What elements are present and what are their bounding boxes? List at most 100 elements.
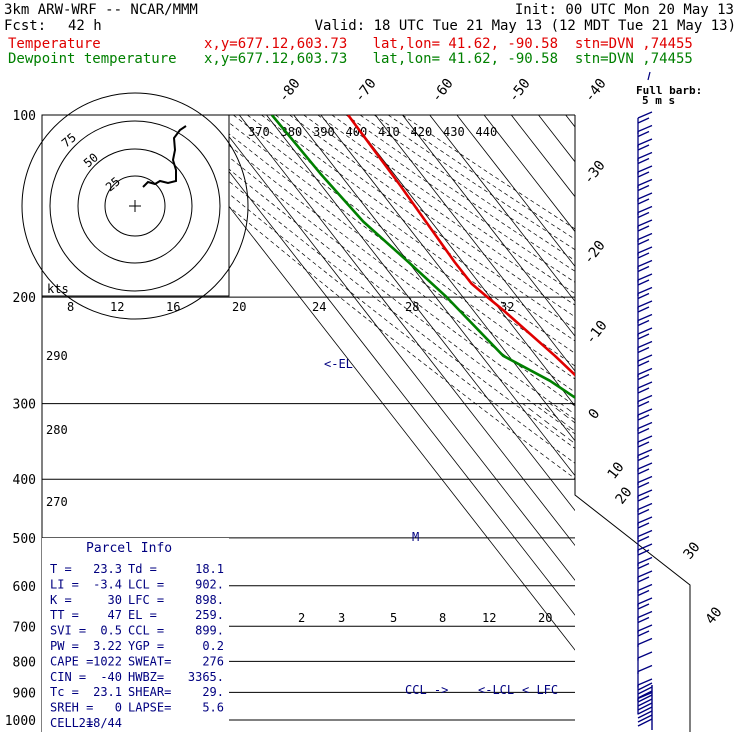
- pressure-label: 100: [13, 109, 36, 124]
- isotherm-label: -40: [582, 76, 610, 106]
- isotherm-label: 20: [613, 484, 636, 507]
- isotherm-line: [374, 115, 575, 372]
- isotherm-line: [266, 115, 575, 512]
- pressure-label: 400: [13, 473, 36, 488]
- hodograph-trace: [142, 125, 187, 188]
- pressure-label: 600: [13, 580, 36, 595]
- valid-time: Valid: 18 UTC Tue 21 May 13 (12 MDT Tue …: [314, 18, 736, 34]
- model-title: 3km ARW-WRF -- NCAR/MMM: [4, 2, 198, 18]
- parcel-param-label: LFC =: [128, 593, 164, 607]
- dry-adiabat-line: [204, 115, 575, 393]
- isotherm-label: -30: [581, 158, 609, 188]
- parcel-param-value: 5.6: [202, 701, 224, 715]
- dewpoint-profile-line: [270, 115, 575, 400]
- parcel-param-label: SHEAR=: [128, 685, 171, 699]
- mixing-ratio-label: 20: [538, 611, 552, 625]
- isotherm-line: [538, 115, 575, 163]
- theta-e-label: 420: [411, 125, 433, 139]
- isotherm-line: [211, 115, 575, 581]
- parcel-param-value: 29.: [202, 685, 224, 699]
- dry-adiabat-line: [233, 115, 575, 367]
- parcel-param-label: CCL =: [128, 624, 164, 638]
- isotherm-line: [593, 115, 740, 733]
- parcel-param-value: 898.: [195, 593, 224, 607]
- parcel-param-value: 276: [202, 654, 224, 668]
- theta-e-label: 430: [443, 125, 465, 139]
- dry-adiabat-line: [176, 115, 575, 421]
- diagram-frame: [574, 115, 691, 732]
- dry-adiabat-line: [162, 115, 575, 435]
- temperature-legend-label: Temperature: [8, 36, 101, 52]
- parcel-param-label: SREH =: [50, 701, 93, 715]
- m-marker: M: [412, 530, 419, 544]
- kts-value: 8: [67, 300, 74, 314]
- parcel-param-label: YGP =: [128, 639, 164, 653]
- lcl-marker: <-LCL: [478, 683, 514, 697]
- dry-adiabat-line: [289, 115, 575, 318]
- barb-legend-label: Full barb:: [636, 84, 702, 97]
- parcel-param-label: PW =: [50, 639, 79, 653]
- hodograph-ring: [77, 148, 193, 264]
- hodograph-ring: [104, 175, 166, 237]
- kts-value: 16: [166, 300, 180, 314]
- theta-label: 290: [46, 349, 68, 363]
- isotherm-line: [647, 115, 740, 733]
- kts-value: 20: [232, 300, 246, 314]
- isotherm-label: 30: [681, 539, 704, 562]
- pressure-label: 700: [13, 620, 36, 635]
- isotherm-label: 40: [703, 604, 726, 627]
- isotherm-line: [429, 115, 575, 302]
- parcel-param-label: LAPSE=: [128, 701, 171, 715]
- kts-value: 24: [312, 300, 326, 314]
- temperature-location-info: x,y=677.12,603.73 lat,lon= 41.62, -90.58…: [204, 36, 693, 52]
- kts-value: 28: [405, 300, 419, 314]
- theta-e-label: 440: [476, 125, 498, 139]
- mixing-ratio-label: 3: [338, 611, 345, 625]
- isotherm-label: -60: [429, 76, 457, 106]
- isotherm-line: [483, 115, 575, 233]
- parcel-param-label: HWBZ=: [128, 670, 164, 684]
- parcel-param-label: T =: [50, 562, 72, 576]
- theta-label: 270: [46, 495, 68, 509]
- init-time: Init: 00 UTC Mon 20 May 13: [514, 2, 734, 18]
- parcel-info-panel: [42, 538, 229, 732]
- isotherm-line: [157, 115, 575, 651]
- parcel-param-value: 23.3: [93, 562, 122, 576]
- parcel-param-value: 899.: [195, 624, 224, 638]
- parcel-param-value: 0.2: [202, 639, 224, 653]
- dry-adiabat-line: [345, 115, 575, 272]
- parcel-param-value: 218/44: [79, 716, 122, 730]
- dewpoint-location-info: x,y=677.12,603.73 lat,lon= 41.62, -90.58…: [204, 51, 693, 67]
- dry-adiabat-line: [247, 115, 575, 354]
- parcel-param-value: 1022: [93, 654, 122, 668]
- parcel-param-label: LI =: [50, 577, 79, 591]
- isotherm-label: -70: [352, 76, 380, 106]
- isotherm-line: [347, 115, 575, 407]
- dry-adiabat-line: [373, 115, 575, 251]
- isotherm-label: -80: [276, 76, 304, 106]
- dry-adiabat-line: [303, 115, 575, 306]
- parcel-param-value: 23.1: [93, 685, 122, 699]
- isotherm-line: [293, 115, 575, 477]
- isotherm-line: [402, 115, 575, 337]
- theta-e-label: 410: [378, 125, 400, 139]
- parcel-param-value: 3.22: [93, 639, 122, 653]
- hodograph-ring: [21, 92, 249, 320]
- theta-label: 280: [46, 423, 68, 437]
- mixing-ratio-label: 5: [390, 611, 397, 625]
- dry-adiabat-line: [261, 115, 575, 342]
- parcel-param-value: 47: [108, 608, 122, 622]
- isotherm-line: [238, 115, 575, 547]
- theta-e-label: 390: [313, 125, 335, 139]
- parcel-param-value: 0.5: [100, 624, 122, 638]
- parcel-param-label: EL =: [128, 608, 157, 622]
- el-marker: <-EL: [324, 357, 353, 371]
- parcel-param-label: K =: [50, 593, 72, 607]
- mixing-ratio-label: 2: [298, 611, 305, 625]
- forecast-hour: 42 h: [68, 18, 102, 34]
- isotherm-line: [510, 115, 575, 198]
- kts-value: 32: [500, 300, 514, 314]
- pressure-label: 500: [13, 532, 36, 547]
- parcel-param-value: -3.4: [93, 577, 122, 591]
